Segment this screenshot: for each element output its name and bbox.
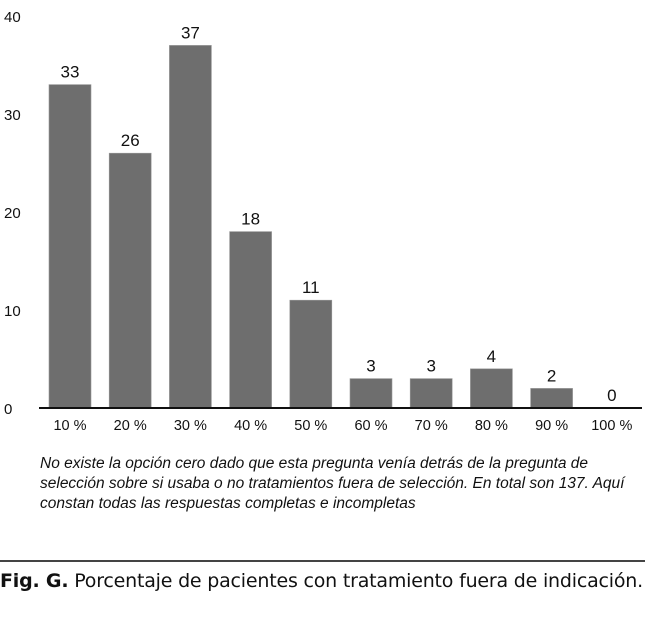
bar <box>289 299 333 409</box>
x-tick-label: 30 % <box>174 418 207 434</box>
bar <box>409 378 453 409</box>
x-tick-label: 100 % <box>591 418 632 434</box>
y-tick-label: 10 <box>4 303 21 320</box>
figure-caption: Fig. G. Porcentaje de pacientes con trat… <box>0 568 645 594</box>
figure-label: Fig. G. <box>0 570 69 592</box>
bar <box>229 231 272 409</box>
y-tick-label: 0 <box>4 401 12 418</box>
x-tick-label: 70 % <box>415 418 448 434</box>
data-label: 3 <box>426 357 435 376</box>
chart-note: No existe la opción cero dado que esta p… <box>40 455 625 512</box>
x-tick-label: 90 % <box>535 418 568 434</box>
data-label: 11 <box>302 278 320 297</box>
x-tick-label: 40 % <box>234 418 267 434</box>
data-label: 37 <box>181 23 200 42</box>
x-tick-label: 20 % <box>114 418 147 434</box>
x-tick-label: 60 % <box>354 418 387 434</box>
data-label: 2 <box>547 366 556 385</box>
bar <box>470 368 513 409</box>
bar <box>48 84 92 409</box>
bar <box>108 152 152 409</box>
data-label: 0 <box>607 386 616 405</box>
bar <box>349 378 393 409</box>
x-tick-label: 80 % <box>475 418 508 434</box>
caption-divider <box>0 560 645 562</box>
data-label: 33 <box>61 63 80 82</box>
data-label: 4 <box>487 347 496 366</box>
y-tick-label: 30 <box>4 107 21 124</box>
data-label: 3 <box>366 357 375 376</box>
bar <box>530 388 573 409</box>
x-tick-label: 50 % <box>294 418 327 434</box>
x-tick-label: 10 % <box>53 418 86 434</box>
figure-caption-text: Porcentaje de pacientes con tratamiento … <box>74 570 643 592</box>
y-tick-label: 40 <box>4 9 21 26</box>
y-tick-label: 20 <box>4 205 21 222</box>
data-label: 26 <box>121 131 140 150</box>
data-label: 18 <box>241 210 260 229</box>
bar <box>169 45 212 409</box>
